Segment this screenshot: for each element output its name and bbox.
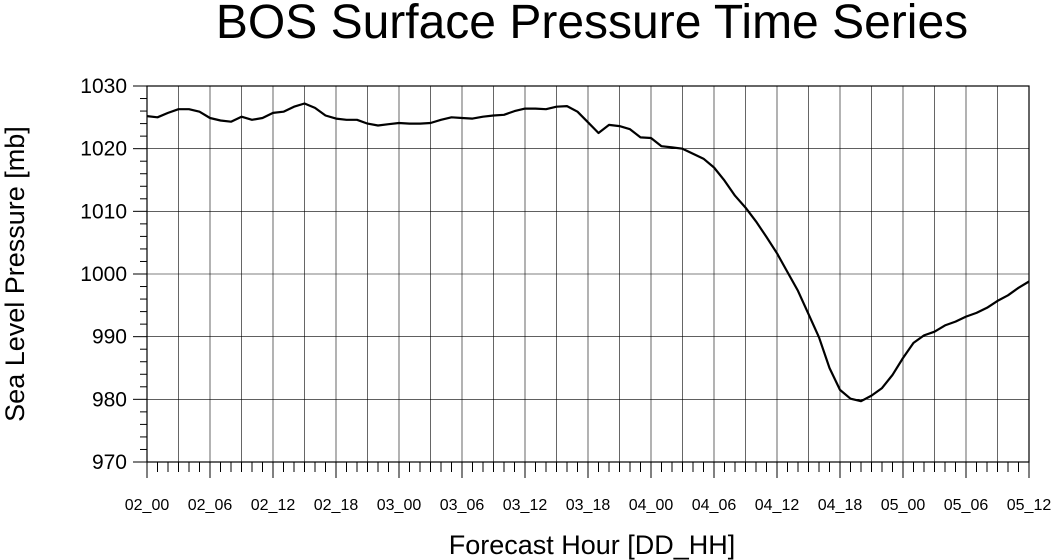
y-tick-label: 990 bbox=[92, 326, 127, 349]
x-tick-label: 04_12 bbox=[755, 497, 800, 514]
y-tick-label: 1010 bbox=[80, 200, 127, 223]
y-tick-label: 1020 bbox=[80, 138, 127, 161]
x-tick-label: 03_12 bbox=[503, 497, 548, 514]
x-axis-label: Forecast Hour [DD_HH] bbox=[449, 530, 736, 560]
y-tick-label: 980 bbox=[92, 388, 127, 411]
x-tick-label: 02_12 bbox=[251, 497, 296, 514]
x-tick-label: 05_12 bbox=[1007, 497, 1052, 514]
x-axis-ticks: 02_00 02_06 02_12 02_18 03_00 03_06 03_12 03_18… bbox=[125, 462, 1052, 514]
x-tick-label: 05_06 bbox=[944, 497, 989, 514]
y-tick-label: 970 bbox=[92, 451, 127, 474]
x-tick-label: 04_06 bbox=[692, 497, 737, 514]
chart-title: BOS Surface Pressure Time Series bbox=[216, 0, 968, 49]
series-layer bbox=[146, 102, 1030, 403]
plot-frame bbox=[146, 85, 1030, 463]
x-tick-label: 03_00 bbox=[377, 497, 422, 514]
x-tick-label: 04_00 bbox=[629, 497, 674, 514]
x-tick-label: 02_06 bbox=[188, 497, 233, 514]
y-tick-label: 1000 bbox=[80, 263, 127, 286]
y-axis-ticks: 970 980 990 1000 1010 1020 1030 bbox=[80, 75, 147, 474]
y-axis-label: Sea Level Pressure [mb] bbox=[0, 126, 30, 422]
y-tick-label: 1030 bbox=[80, 75, 127, 98]
x-tick-label: 02_18 bbox=[314, 497, 359, 514]
pressure-line bbox=[146, 102, 1030, 403]
x-tick-label: 04_18 bbox=[818, 497, 863, 514]
x-tick-label: 03_06 bbox=[440, 497, 485, 514]
x-tick-label: 03_18 bbox=[566, 497, 611, 514]
x-tick-label: 02_00 bbox=[125, 497, 170, 514]
x-tick-label: 05_00 bbox=[881, 497, 926, 514]
grid bbox=[146, 85, 1030, 463]
